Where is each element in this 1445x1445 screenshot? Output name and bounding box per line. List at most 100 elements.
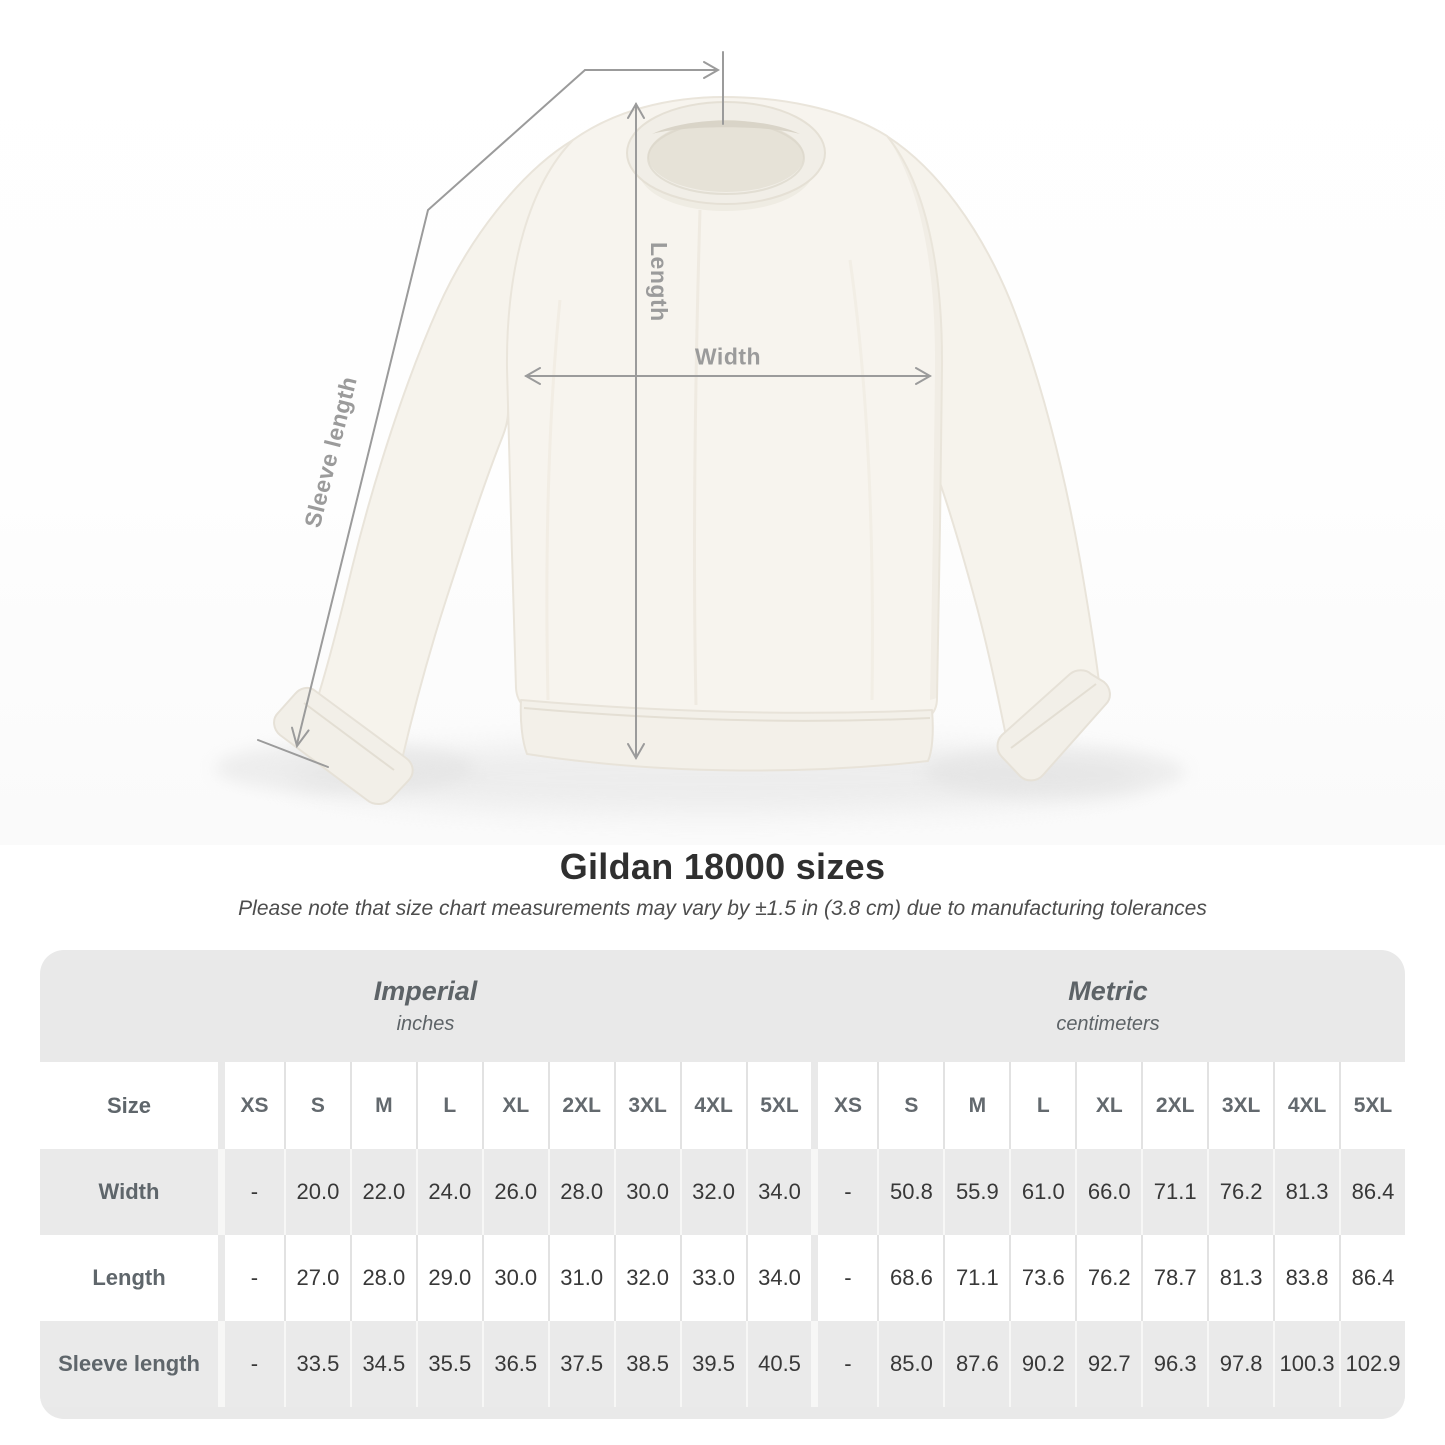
size-column-header: 2XL (547, 1062, 614, 1149)
figure-label-length: Length (646, 242, 672, 322)
imperial-unit: inches (396, 1013, 455, 1035)
value-cell: 71.1 (1141, 1149, 1207, 1235)
value-cell: 68.6 (877, 1235, 943, 1321)
value-cell: 73.6 (1009, 1235, 1075, 1321)
value-cell: 29.0 (415, 1235, 482, 1321)
value-cell: 28.0 (547, 1149, 614, 1235)
value-cell: 35.5 (415, 1321, 482, 1407)
sleeve-length-arrow (257, 69, 586, 768)
size-column-header: S (283, 1062, 350, 1149)
value-cell: 102.9 (1339, 1321, 1405, 1407)
value-cell: - (811, 1149, 877, 1235)
value-cell: 32.0 (679, 1149, 746, 1235)
sweatshirt-measurement-figure (215, 51, 1185, 814)
value-cell: 32.0 (613, 1235, 680, 1321)
value-cell: 33.0 (679, 1235, 746, 1321)
value-cell: 33.5 (283, 1321, 350, 1407)
size-column-header: XL (1075, 1062, 1141, 1149)
value-cell: 39.5 (679, 1321, 746, 1407)
value-cell: 55.9 (943, 1149, 1009, 1235)
size-column-header: 3XL (1207, 1062, 1273, 1149)
value-cell: 81.3 (1273, 1149, 1339, 1235)
table-header-row: Size XS S M L XL 2XL 3XL 4XL 5XL XS S M L XL 2XL 3XL 4XL… (40, 1062, 1405, 1149)
sweatshirt-graphic (273, 96, 1111, 805)
value-cell: - (218, 1321, 284, 1407)
shoulder-guide-arrow (584, 51, 724, 125)
value-cell: 24.0 (415, 1149, 482, 1235)
size-column-header: S (877, 1062, 943, 1149)
value-cell: 86.4 (1339, 1149, 1405, 1235)
value-cell: 34.0 (745, 1235, 812, 1321)
value-cell: 66.0 (1075, 1149, 1141, 1235)
unit-system-band: Imperial inches Metric centimeters (40, 950, 1405, 1062)
product-figure: Length Width Sleeve length (0, 0, 1445, 845)
metric-section-header: Metric centimeters (811, 950, 1405, 1062)
value-cell: 86.4 (1339, 1235, 1405, 1321)
value-cell: 28.0 (349, 1235, 416, 1321)
imperial-section-header: Imperial inches (40, 950, 811, 1062)
value-cell: 30.0 (481, 1235, 548, 1321)
value-cell: - (218, 1235, 284, 1321)
size-column-header: 5XL (1339, 1062, 1405, 1149)
value-cell: 40.5 (745, 1321, 812, 1407)
value-cell: 50.8 (877, 1149, 943, 1235)
value-cell: 71.1 (943, 1235, 1009, 1321)
value-cell: 87.6 (943, 1321, 1009, 1407)
length-arrow (627, 101, 645, 761)
size-column-header: XL (481, 1062, 548, 1149)
value-cell: 97.8 (1207, 1321, 1273, 1407)
value-cell: 22.0 (349, 1149, 416, 1235)
measurement-annotations (257, 51, 933, 768)
size-column-header: L (415, 1062, 482, 1149)
value-cell: 76.2 (1207, 1149, 1273, 1235)
width-arrow (523, 367, 933, 385)
figure-label-width: Width (694, 343, 762, 370)
size-table: Imperial inches Metric centimeters Size … (40, 950, 1405, 1419)
size-column-header: M (943, 1062, 1009, 1149)
size-column-header: 4XL (679, 1062, 746, 1149)
value-cell: 83.8 (1273, 1235, 1339, 1321)
size-column-header: XS (218, 1062, 284, 1149)
size-column-header: 5XL (745, 1062, 812, 1149)
drop-shadow (215, 742, 1185, 814)
value-cell: - (811, 1321, 877, 1407)
value-cell: 81.3 (1207, 1235, 1273, 1321)
value-cell: 100.3 (1273, 1321, 1339, 1407)
value-cell: 36.5 (481, 1321, 548, 1407)
value-cell: 30.0 (613, 1149, 680, 1235)
value-cell: 26.0 (481, 1149, 548, 1235)
value-cell: 38.5 (613, 1321, 680, 1407)
table-row-length: Length -27.0 28.0 29.0 30.0 31.0 32.0 33.0 34.0… (40, 1235, 1405, 1321)
size-column-header: 4XL (1273, 1062, 1339, 1149)
value-cell: 31.0 (547, 1235, 614, 1321)
table-row-sleeve-length: Sleeve length -33.5 34.5 35.5 36.5 37.5 38.5 3… (40, 1321, 1405, 1407)
size-row-label: Size (106, 1092, 152, 1118)
size-column-header: XS (811, 1062, 877, 1149)
value-cell: 34.0 (745, 1149, 812, 1235)
value-cell: 78.7 (1141, 1235, 1207, 1321)
value-cell: 90.2 (1009, 1321, 1075, 1407)
tolerance-note: Please note that size chart measurements… (238, 897, 1207, 920)
value-cell: 37.5 (547, 1321, 614, 1407)
value-cell: 61.0 (1009, 1149, 1075, 1235)
size-column-header: L (1009, 1062, 1075, 1149)
value-cell: 20.0 (283, 1149, 350, 1235)
value-cell: 34.5 (349, 1321, 416, 1407)
row-label: Sleeve length (58, 1351, 200, 1376)
value-cell: - (218, 1149, 284, 1235)
row-label: Length (92, 1265, 166, 1290)
value-cell: 96.3 (1141, 1321, 1207, 1407)
value-cell: 76.2 (1075, 1235, 1141, 1321)
imperial-title: Imperial (373, 976, 478, 1006)
value-cell: 85.0 (877, 1321, 943, 1407)
value-cell: 92.7 (1075, 1321, 1141, 1407)
value-cell: 27.0 (283, 1235, 350, 1321)
value-cell: - (811, 1235, 877, 1321)
size-column-header: 2XL (1141, 1062, 1207, 1149)
size-column-header: 3XL (613, 1062, 680, 1149)
row-label: Width (98, 1179, 160, 1204)
table-row-width: Width -20.0 22.0 24.0 26.0 28.0 30.0 32.0 34.0-… (40, 1149, 1405, 1235)
metric-unit: centimeters (1056, 1013, 1160, 1035)
metric-title: Metric (1068, 976, 1148, 1006)
